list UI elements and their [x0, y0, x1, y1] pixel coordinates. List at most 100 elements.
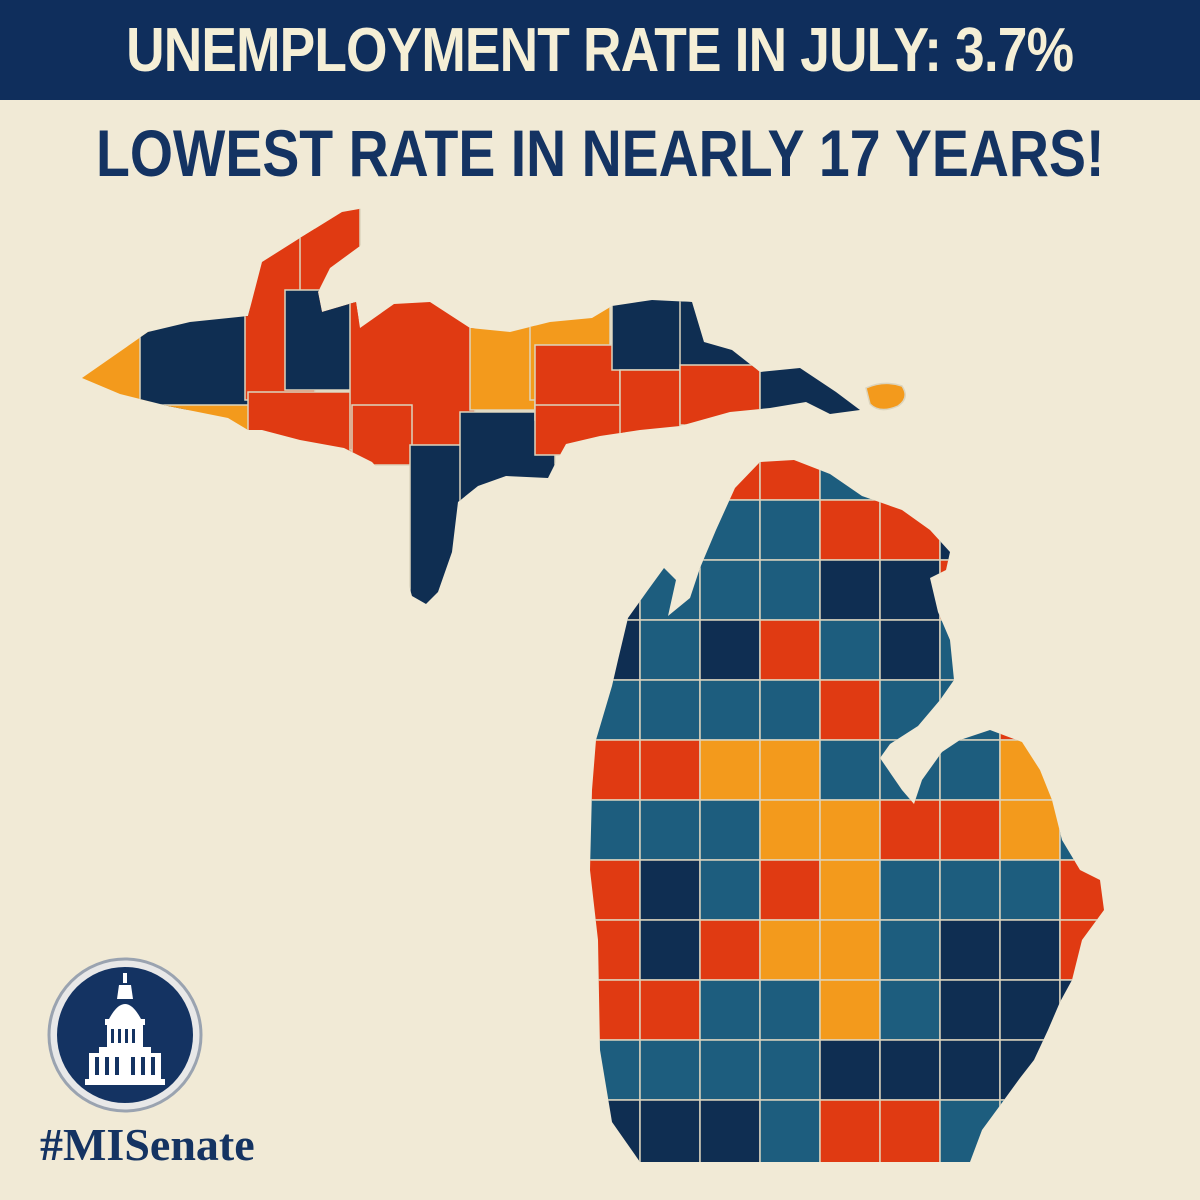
hashtag: #MISenate [40, 1119, 255, 1170]
county-region [699, 979, 761, 1041]
county-region [939, 499, 1001, 561]
county-region [590, 619, 641, 681]
county-region [639, 1039, 701, 1101]
county-region [699, 739, 761, 801]
county-region [819, 559, 881, 621]
county-region [639, 1099, 701, 1162]
county-region [879, 619, 941, 681]
county-region [819, 1039, 881, 1101]
county-region [999, 1099, 1061, 1162]
county-region [590, 679, 641, 741]
county-region [939, 919, 1001, 981]
county-region [879, 460, 941, 501]
county-region [759, 499, 821, 561]
county-region [1059, 499, 1104, 561]
county-region [939, 979, 1001, 1041]
county-region [1059, 460, 1104, 501]
county-region [1059, 1099, 1104, 1162]
county-region [999, 619, 1061, 681]
county-region [879, 499, 941, 561]
county-region [999, 1039, 1061, 1101]
county-region [759, 919, 821, 981]
county-region [590, 559, 641, 621]
county-region [1059, 679, 1104, 741]
county-region [1059, 619, 1104, 681]
county-region [699, 1039, 761, 1101]
headline-banner: UNEMPLOYMENT RATE IN JULY: 3.7% [0, 0, 1200, 100]
county-region [759, 799, 821, 861]
county-region [759, 1039, 821, 1101]
county-region [999, 499, 1061, 561]
county-region [590, 739, 641, 801]
county-region [590, 1099, 641, 1162]
county-region [699, 460, 761, 501]
county-region [590, 919, 641, 981]
county-region [590, 979, 641, 1041]
county-region [679, 289, 771, 371]
county-region [999, 559, 1061, 621]
county-region [939, 460, 1001, 501]
county-region [759, 1099, 821, 1162]
county-region [699, 919, 761, 981]
county-region [939, 559, 1001, 621]
county-region [759, 460, 821, 501]
county-region [819, 460, 881, 501]
county-region [879, 919, 941, 981]
county-region [879, 739, 941, 801]
county-region [759, 559, 821, 621]
capitol-dome-icon [85, 973, 165, 1085]
county-region [139, 404, 256, 466]
county-region [699, 559, 761, 621]
county-region [759, 979, 821, 1041]
county-region [759, 739, 821, 801]
county-region [639, 679, 701, 741]
county-region [1059, 859, 1104, 921]
county-region [819, 679, 881, 741]
county-region [759, 679, 821, 741]
county-region [819, 979, 881, 1041]
county-region [639, 559, 701, 621]
county-region [639, 919, 701, 981]
county-region [590, 499, 641, 561]
subheadline-container: LOWEST RATE IN NEARLY 17 YEARS! [0, 108, 1200, 198]
county-region [819, 919, 881, 981]
county-region [999, 799, 1061, 861]
county-region [82, 299, 151, 461]
county-region [639, 460, 701, 501]
county-region [639, 499, 701, 561]
county-region [409, 444, 466, 604]
county-region [879, 559, 941, 621]
county-region [759, 619, 821, 681]
county-region [247, 391, 354, 453]
county-region [819, 1099, 881, 1162]
county-region [534, 404, 626, 456]
county-region [819, 799, 881, 861]
county-region [590, 859, 641, 921]
county-region [819, 739, 881, 801]
county-region [1059, 559, 1104, 621]
county-region [759, 339, 860, 421]
county-region [699, 619, 761, 681]
county-region [939, 859, 1001, 921]
subheadline: LOWEST RATE IN NEARLY 17 YEARS! [95, 116, 1105, 190]
county-region [619, 369, 681, 441]
county-region [1059, 799, 1104, 861]
county-region [1059, 919, 1104, 981]
county-region [819, 619, 881, 681]
county-region [879, 679, 941, 741]
county-region [590, 799, 641, 861]
county-region [939, 1099, 1001, 1162]
county-region [639, 739, 701, 801]
county-region [139, 299, 251, 411]
county-region [819, 499, 881, 561]
county-region [699, 499, 761, 561]
county-region [999, 739, 1061, 801]
county-region [759, 859, 821, 921]
county-region [469, 299, 536, 411]
county-region [590, 1039, 641, 1101]
county-region [639, 979, 701, 1041]
county-region [284, 289, 356, 391]
county-region [879, 1039, 941, 1101]
county-region [999, 679, 1061, 741]
